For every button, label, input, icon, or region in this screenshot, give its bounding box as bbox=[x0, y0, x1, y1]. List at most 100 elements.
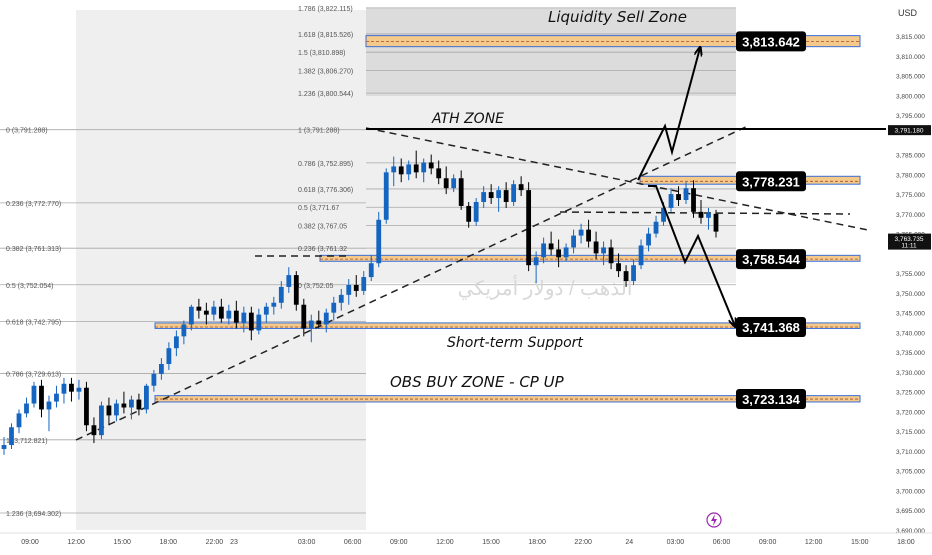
descending-trendline bbox=[365, 127, 869, 231]
candle-body bbox=[391, 166, 397, 173]
candle-body bbox=[601, 247, 606, 254]
currency-label: USD bbox=[898, 8, 918, 18]
time-tick-label: 06:00 bbox=[344, 539, 362, 546]
candle-body bbox=[428, 162, 434, 169]
candle-body bbox=[623, 271, 629, 282]
candle-body bbox=[144, 385, 149, 410]
candle-body bbox=[361, 277, 367, 291]
ascending-trendline bbox=[75, 124, 751, 441]
zone-price-label: 3,778.231 bbox=[742, 174, 800, 189]
price-tag-label: 3,791.180 bbox=[895, 128, 924, 135]
candle-body bbox=[638, 245, 644, 266]
time-tick-label: 09:00 bbox=[390, 539, 408, 546]
price-tick-label: 3,740.000 bbox=[896, 330, 925, 337]
price-tick-label: 3,780.000 bbox=[896, 172, 925, 179]
zone-price-box bbox=[736, 389, 806, 410]
candle-body bbox=[196, 306, 202, 311]
time-tick-label: 03:00 bbox=[667, 539, 685, 546]
price-tick-label: 3,775.000 bbox=[896, 192, 925, 199]
price-tick-label: 3,735.000 bbox=[896, 350, 925, 357]
candle-body bbox=[121, 403, 127, 408]
candle-body bbox=[76, 387, 82, 392]
candle-body bbox=[488, 192, 494, 199]
candle-body bbox=[556, 249, 562, 258]
candle-body bbox=[578, 229, 584, 236]
candle-body bbox=[46, 401, 52, 410]
candle-body bbox=[91, 425, 97, 436]
price-axis-ticks: 3,815.000 3,810.000 3,805.000 3,800.000 3,79… bbox=[896, 34, 925, 535]
candle-body bbox=[211, 306, 217, 315]
candle-body bbox=[136, 399, 142, 410]
zone-price-box bbox=[736, 171, 806, 192]
time-tick-label: 12:00 bbox=[67, 539, 85, 546]
candle-body bbox=[248, 312, 254, 331]
price-tick-label: 3,705.000 bbox=[896, 469, 925, 476]
candle-body bbox=[151, 373, 157, 386]
candle-body bbox=[383, 172, 389, 220]
candle-body bbox=[84, 387, 89, 426]
candle-body bbox=[653, 221, 659, 234]
price-tick-label: 3,770.000 bbox=[896, 212, 925, 219]
bullish-projection-arrow bbox=[637, 48, 700, 181]
price-tick-label: 3,795.000 bbox=[896, 113, 925, 120]
obs-buy-zone-label: OBS BUY ZONE - CP UP bbox=[390, 373, 565, 391]
time-tick-label: 12:00 bbox=[436, 539, 454, 546]
candle-body bbox=[713, 213, 719, 232]
short-term-support-label: Short-term Support bbox=[447, 335, 583, 351]
price-tick-label: 3,745.000 bbox=[896, 311, 925, 318]
price-tick-label: 3,715.000 bbox=[896, 429, 925, 436]
candle-body bbox=[548, 243, 554, 250]
candle-body bbox=[256, 314, 262, 331]
candle-body bbox=[668, 194, 674, 208]
price-tick-label: 3,690.000 bbox=[896, 528, 925, 535]
price-tick-label: 3,720.000 bbox=[896, 409, 925, 416]
fib-left-label: 0.382 (3,761.313) bbox=[6, 246, 61, 253]
price-axis bbox=[886, 0, 932, 550]
flash-icon[interactable] bbox=[706, 512, 722, 528]
fib-left-label: 0.236 (3,772.770) bbox=[6, 201, 61, 208]
projection-paths bbox=[637, 48, 735, 326]
candle-body bbox=[353, 284, 359, 291]
fib-right-label: 1.786 (3,822.115) bbox=[298, 6, 353, 13]
candle-body bbox=[436, 168, 442, 179]
candle-body bbox=[16, 413, 22, 428]
candle-body bbox=[676, 194, 681, 201]
candle-body bbox=[698, 211, 704, 218]
liquidity-sell-zone-label: Liquidity Sell Zone bbox=[548, 8, 687, 26]
candle-body bbox=[301, 304, 307, 329]
candle-body bbox=[24, 403, 29, 414]
time-tick-label: 15:00 bbox=[851, 539, 869, 546]
candle-body bbox=[158, 364, 164, 374]
time-tick-label: 09:00 bbox=[759, 539, 777, 546]
candle-body bbox=[631, 265, 636, 282]
candle-body bbox=[406, 164, 412, 175]
zone-band bbox=[154, 322, 861, 329]
candle-body bbox=[503, 190, 509, 202]
price-tick-label: 3,800.000 bbox=[896, 93, 925, 100]
fib-left-label: 0.618 (3,742.795) bbox=[6, 319, 61, 326]
candle-body bbox=[608, 247, 614, 264]
candle-body bbox=[683, 188, 689, 201]
candle-body bbox=[129, 399, 134, 408]
price-tick-label: 3,755.000 bbox=[896, 271, 925, 278]
fib-left-label: 1 (3,712.821) bbox=[6, 438, 48, 445]
price-tag-box bbox=[888, 233, 931, 250]
price-tag-box bbox=[888, 125, 931, 136]
price-tick-label: 3,695.000 bbox=[896, 508, 925, 515]
candle-body bbox=[271, 302, 277, 307]
candle-body bbox=[413, 164, 419, 173]
candle-body bbox=[166, 348, 172, 365]
fib-right-label: 1 (3,791.288) bbox=[298, 128, 340, 135]
candle-body bbox=[286, 275, 292, 287]
zone-price-label: 3,741.368 bbox=[742, 320, 800, 335]
fib-right-label: 0.786 (3,752.895) bbox=[298, 161, 353, 168]
candle-body bbox=[443, 178, 449, 189]
fib-right-label: 1.382 (3,806.270) bbox=[298, 69, 353, 76]
fib-left-label: 0 (3,791.288) bbox=[6, 128, 48, 135]
candle-body bbox=[99, 405, 104, 436]
fib-left-label: 1.236 (3,694.302) bbox=[6, 511, 61, 518]
candle-body bbox=[646, 233, 651, 246]
